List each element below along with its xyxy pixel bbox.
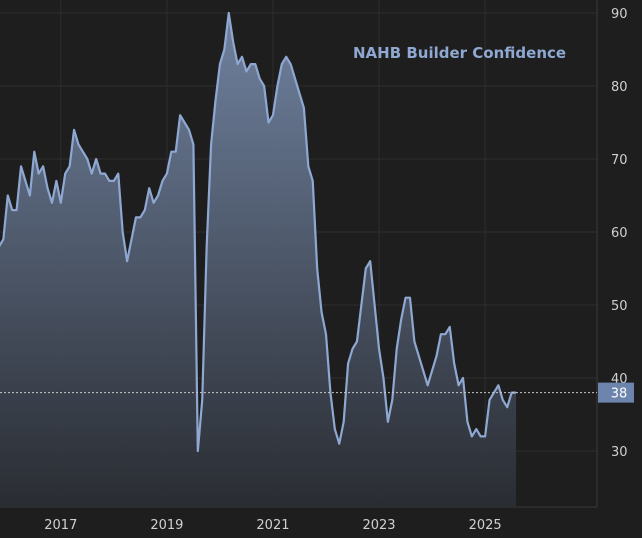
y-tick-label: 80 bbox=[611, 80, 628, 95]
y-tick-label: 90 bbox=[611, 7, 628, 22]
y-tick-label: 30 bbox=[611, 445, 628, 460]
x-tick-label: 2017 bbox=[44, 518, 77, 533]
y-tick-label: 70 bbox=[611, 153, 628, 168]
x-tick-label: 2023 bbox=[362, 518, 395, 533]
last-value-badge bbox=[598, 382, 634, 403]
series-area bbox=[0, 13, 517, 507]
last-value-label: 38 bbox=[611, 387, 628, 402]
y-tick-label: 50 bbox=[611, 299, 628, 314]
y-tick-label: 60 bbox=[611, 226, 628, 241]
x-tick-label: 2019 bbox=[150, 518, 183, 533]
series-line bbox=[0, 11, 517, 453]
x-tick-label: 2021 bbox=[256, 518, 289, 533]
area-layer bbox=[0, 11, 517, 507]
chart-title: NAHB Builder Confidence bbox=[353, 44, 566, 62]
x-tick-label: 2025 bbox=[469, 518, 502, 533]
